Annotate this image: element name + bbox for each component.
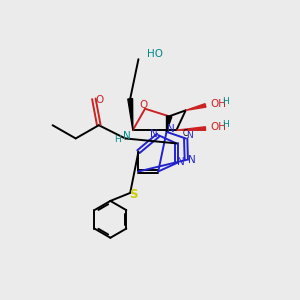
Text: H: H [222, 121, 229, 130]
Text: N: N [188, 155, 196, 165]
Text: N: N [123, 131, 130, 141]
Text: N: N [186, 131, 193, 140]
Polygon shape [176, 127, 206, 130]
Text: H: H [222, 97, 229, 106]
Polygon shape [128, 99, 133, 130]
Text: N: N [167, 124, 175, 134]
Polygon shape [186, 104, 206, 110]
Text: OH: OH [210, 122, 226, 132]
Text: N: N [177, 157, 184, 167]
Text: N: N [150, 129, 158, 139]
Text: S: S [129, 188, 137, 201]
Polygon shape [167, 116, 172, 132]
Text: H: H [114, 134, 121, 143]
Text: O: O [95, 95, 103, 105]
Text: C: C [183, 130, 188, 139]
Text: O: O [140, 100, 148, 110]
Text: OH: OH [210, 99, 226, 109]
Text: HO: HO [147, 49, 164, 59]
